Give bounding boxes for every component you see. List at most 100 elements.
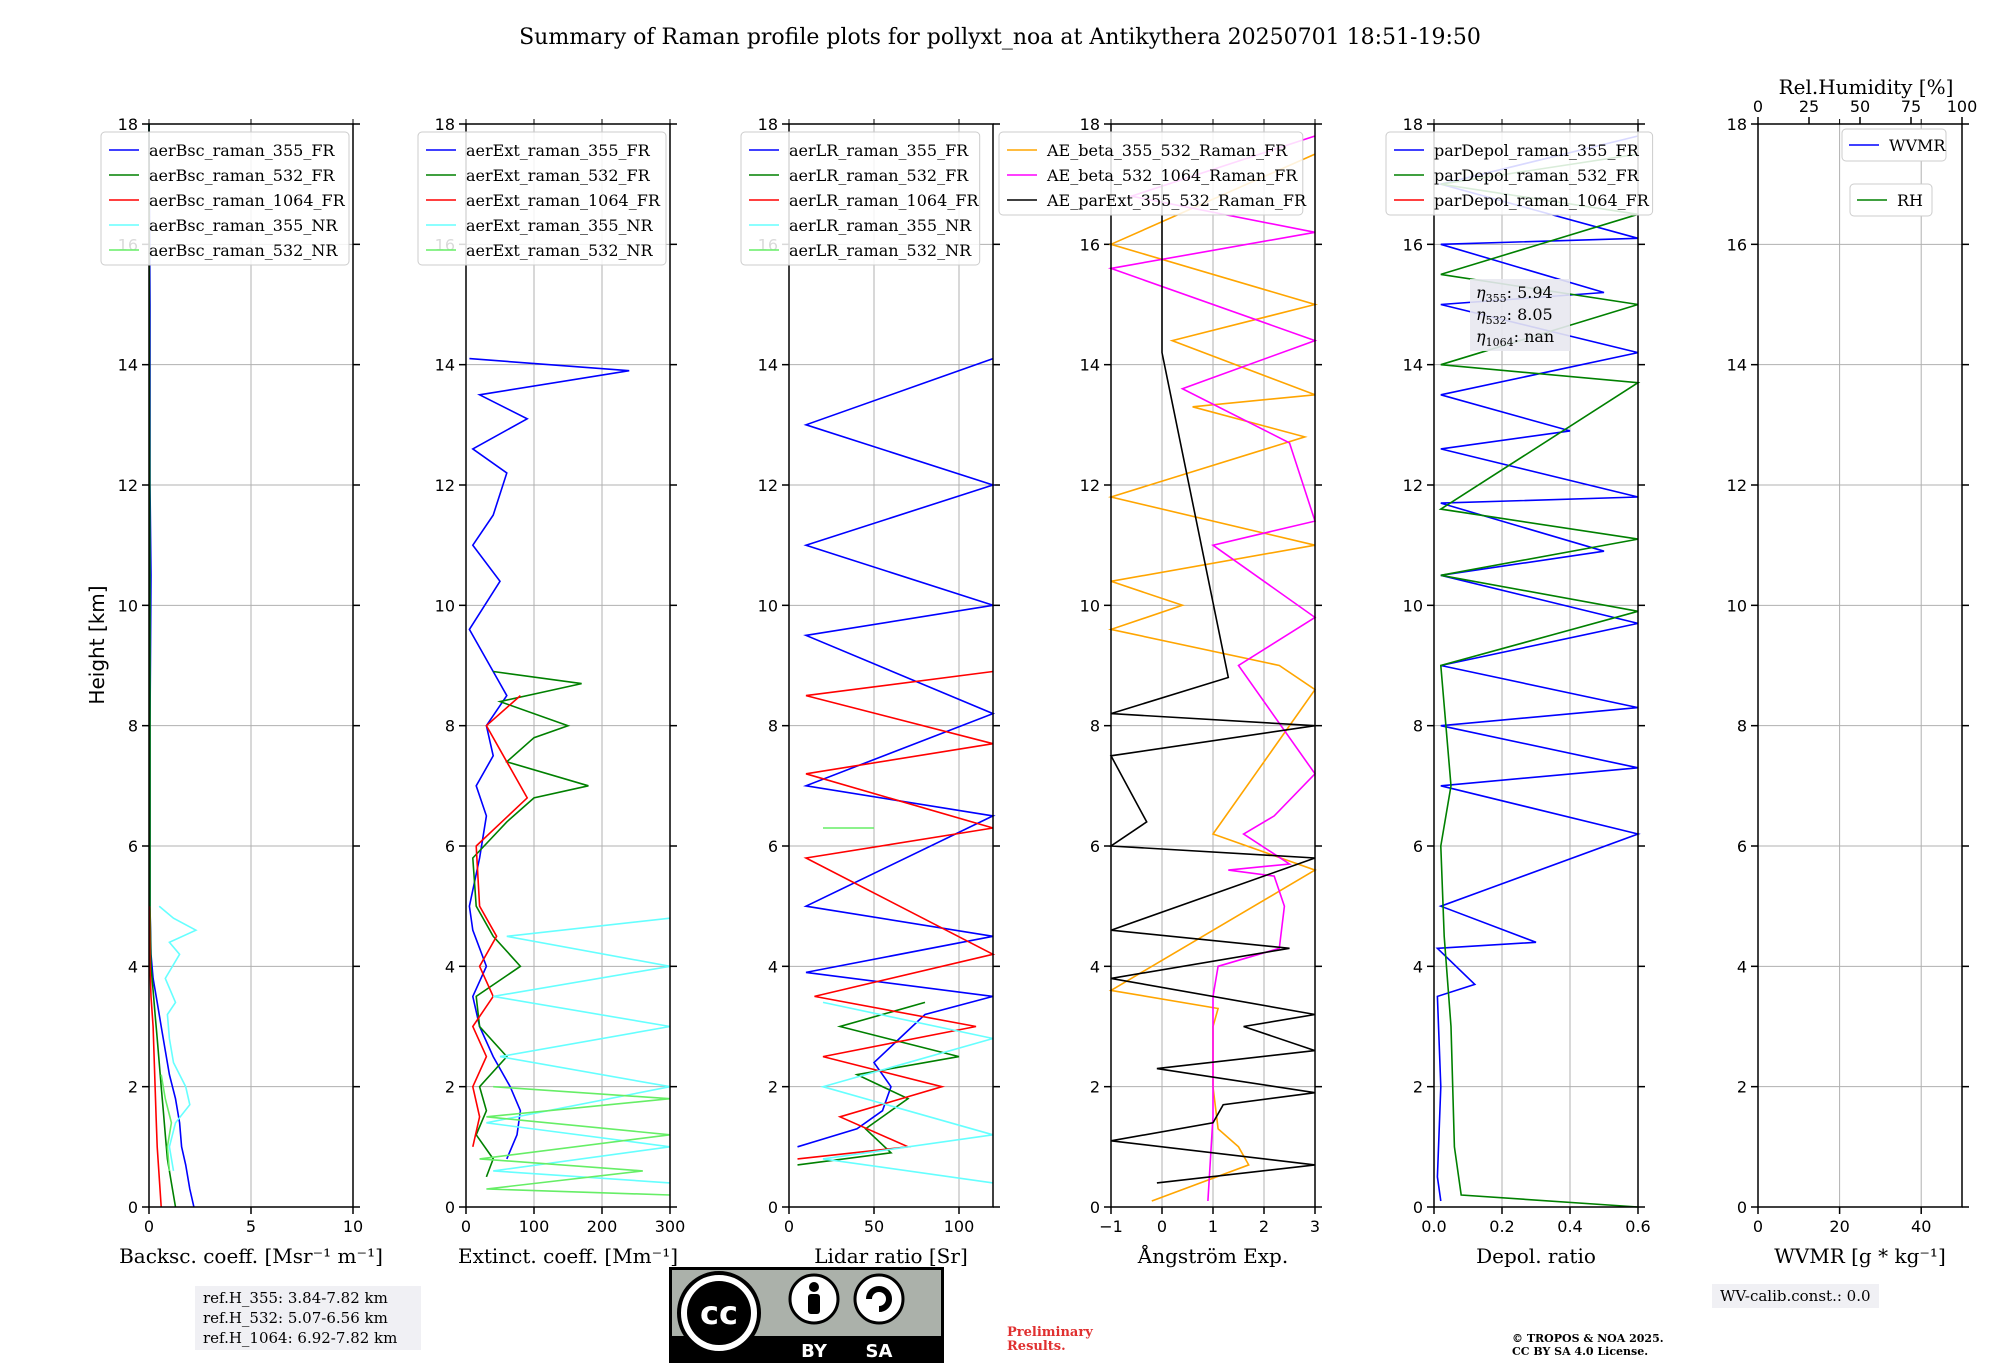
y-tick-label: 14 <box>1080 356 1100 375</box>
y-tick-label: 8 <box>1090 717 1100 736</box>
legend-label: parDepol_raman_355_FR <box>1434 141 1640 160</box>
y-tick-label: 2 <box>1737 1078 1747 1097</box>
x-tick-label: 40 <box>1911 1217 1931 1236</box>
x-tick-label: 5 <box>246 1217 256 1236</box>
series-line-aerBsc_raman_1064_FR <box>148 906 162 1208</box>
legend-label: aerExt_raman_355_FR <box>466 141 651 160</box>
legend-box <box>1841 128 1947 162</box>
wv-calib-box: WV-calib.const.: 0.0 <box>1712 1284 1879 1308</box>
y-tick-label: 0 <box>128 1198 138 1217</box>
legend-label: aerBsc_raman_355_FR <box>149 141 335 160</box>
y-tick-label: 14 <box>435 356 455 375</box>
cc-by-sa-badge: cc BY SA <box>669 1267 944 1363</box>
x-tick-label: 50 <box>864 1217 884 1236</box>
series-line-aerBsc_raman_355_FR <box>148 123 195 1208</box>
y-tick-label: 10 <box>1080 596 1100 615</box>
y-axis-label: Height [km] <box>85 585 109 704</box>
x-axis-label: Backsc. coeff. [Msr⁻¹ m⁻¹] <box>119 1244 383 1268</box>
x-tick-label: −1 <box>1099 1217 1123 1236</box>
legend-box <box>1385 131 1654 216</box>
x-tick-label: 0 <box>144 1217 154 1236</box>
y-tick-label: 4 <box>128 957 138 976</box>
y-tick-label: 14 <box>118 356 138 375</box>
x-tick-label: 300 <box>655 1217 686 1236</box>
panel-2: 0100200300024681012141618Extinct. coeff.… <box>417 115 686 1268</box>
reference-height-box: ref.H_355: 3.84-7.82 km ref.H_532: 5.07-… <box>195 1286 421 1350</box>
series-line-aerLR_raman_355_NR <box>820 1001 994 1184</box>
y-tick-label: 12 <box>1080 476 1100 495</box>
legend-label: AE_beta_532_1064_Raman_FR <box>1046 166 1298 185</box>
prelim-line-2: Results. <box>1007 1339 1066 1354</box>
legend-label: aerLR_raman_355_NR <box>789 216 972 235</box>
y-tick-label: 12 <box>1403 476 1423 495</box>
legend: AE_beta_355_532_Raman_FR AE_beta_532_1064… <box>998 131 1307 216</box>
series-line-aerExt_raman_355_NR <box>486 917 671 1184</box>
legend-label: parDepol_raman_532_FR <box>1434 166 1640 185</box>
x2-tick-label: 0 <box>1753 97 1763 116</box>
x-axis-label: WVMR [g * kg⁻¹] <box>1774 1244 1946 1268</box>
y-tick-label: 4 <box>1737 957 1747 976</box>
legend-label: aerExt_raman_1064_FR <box>466 191 661 210</box>
eta-line: η532: 8.05 <box>1476 305 1553 327</box>
y-tick-label: 18 <box>1080 115 1100 134</box>
legend-box <box>100 131 350 266</box>
series-line-aerExt_raman_1064_FR <box>471 695 529 1147</box>
y-tick-label: 2 <box>768 1078 778 1097</box>
legend-label: RH <box>1897 191 1923 210</box>
x-tick-label: 0 <box>1157 1217 1167 1236</box>
eta-box <box>1470 279 1570 351</box>
y-tick-label: 0 <box>1737 1198 1747 1217</box>
y-tick-label: 8 <box>1413 717 1423 736</box>
y-tick-label: 8 <box>445 717 455 736</box>
y-tick-label: 14 <box>1403 356 1423 375</box>
prelim-line-1: Preliminary <box>1007 1325 1093 1340</box>
series-line-aerBsc_raman_532_NR <box>160 1074 173 1171</box>
legend: parDepol_raman_355_FR parDepol_raman_532_… <box>1385 131 1654 216</box>
y-tick-label: 0 <box>768 1198 778 1217</box>
plot-frame <box>788 123 994 1208</box>
legend-box <box>1849 183 1933 217</box>
y-tick-label: 16 <box>1080 235 1100 254</box>
series-line-parDepol_raman_532_FR <box>1438 153 1641 1208</box>
panel-5: 0.0 0.2 0.4 0.6 0 2 4 6 8 10 12 14 16 18 Depol. ratio p… <box>1385 115 1654 1268</box>
x-tick-label: 10 <box>343 1217 363 1236</box>
x-tick-label: 0.0 <box>1421 1217 1446 1236</box>
y-tick-label: 0 <box>1090 1198 1100 1217</box>
x-tick-label: 0.4 <box>1557 1217 1582 1236</box>
x2-tick-label: 100 <box>1947 97 1978 116</box>
y-tick-label: 2 <box>445 1078 455 1097</box>
copyright-note: © TROPOS & NOA 2025. CC BY SA 4.0 Licens… <box>1512 1332 1664 1358</box>
y-tick-label: 18 <box>1727 115 1747 134</box>
x2-tick-label: 50 <box>1850 97 1870 116</box>
series-line-aerLR_raman_1064_FR <box>797 670 996 1160</box>
y-tick-label: 18 <box>758 115 778 134</box>
x-tick-label: 0 <box>784 1217 794 1236</box>
legend-label: aerBsc_raman_532_FR <box>149 166 335 185</box>
series-line-aerExt_raman_532_FR <box>471 670 589 1178</box>
y-tick-label: 8 <box>768 717 778 736</box>
copyright-line-2: CC BY SA 4.0 License. <box>1512 1345 1649 1358</box>
series-line-aerLR_raman_355_FR <box>797 357 996 1148</box>
y-tick-label: 6 <box>768 837 778 856</box>
y-tick-label: 10 <box>118 596 138 615</box>
sa-arrow <box>866 1286 892 1312</box>
x2-tick-label: 75 <box>1901 97 1921 116</box>
legend-label: AE_parExt_355_532_Raman_FR <box>1046 191 1307 210</box>
y-tick-label: 10 <box>1403 596 1423 615</box>
x-tick-label: 0.2 <box>1489 1217 1514 1236</box>
y-tick-label: 18 <box>435 115 455 134</box>
series-line-aerBsc_raman_355_NR <box>158 905 198 1172</box>
copyright-line-1: © TROPOS & NOA 2025. <box>1512 1332 1664 1345</box>
plot-frame <box>1110 123 1316 1208</box>
x-tick-label: 20 <box>1829 1217 1849 1236</box>
eta-line: η355: 5.94 <box>1476 283 1553 305</box>
series-line-aerExt_raman_355_FR <box>468 357 630 1160</box>
series-line-aerExt_raman_532_NR <box>479 1085 671 1196</box>
x2-tick-label: 25 <box>1799 97 1819 116</box>
x-tick-label: 1 <box>1208 1217 1218 1236</box>
y-tick-label: 0 <box>1413 1198 1423 1217</box>
legend-label: parDepol_raman_1064_FR <box>1434 191 1650 210</box>
y-tick-label: 12 <box>1727 476 1747 495</box>
y-tick-label: 18 <box>1403 115 1423 134</box>
